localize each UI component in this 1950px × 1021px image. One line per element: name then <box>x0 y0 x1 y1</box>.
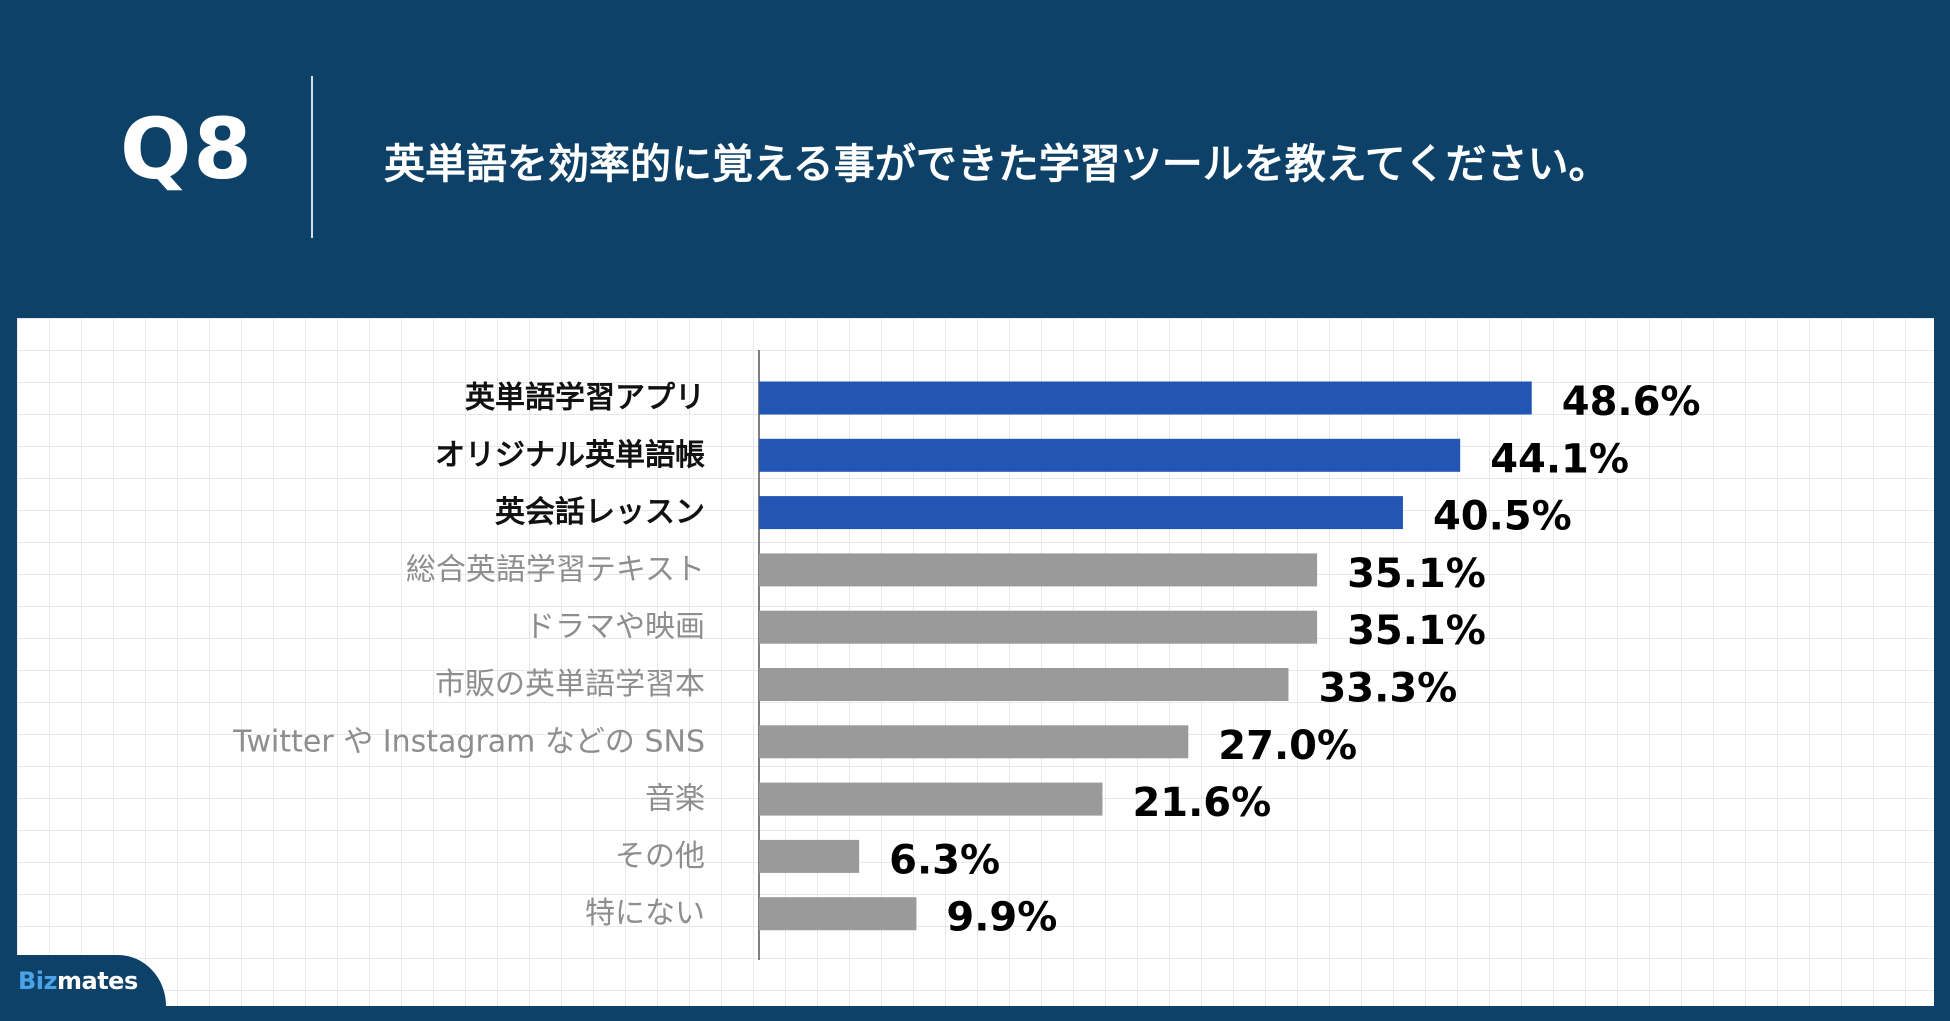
bar-chart: 英単語学習アプリ 48.6% オリジナル英単語帳 44.1% 英会話レッスン 40.5% 総… <box>232 350 1701 960</box>
bar <box>759 438 1461 472</box>
category-label: 英会話レッスン <box>495 495 705 530</box>
value-label: 44.1% <box>1490 436 1629 482</box>
bar <box>759 897 917 931</box>
bizmates-logo: Bizmates <box>0 955 166 1006</box>
value-label: 27.0% <box>1218 723 1357 769</box>
value-label: 40.5% <box>1433 494 1572 540</box>
category-label: 特にない <box>585 896 705 931</box>
header-divider <box>311 76 313 238</box>
category-label: ドラマや映画 <box>525 610 705 645</box>
bar <box>759 610 1318 644</box>
bar <box>759 839 860 873</box>
value-label: 9.9% <box>946 895 1057 941</box>
logo-text-prefix: Biz <box>18 967 58 995</box>
bar <box>759 725 1189 759</box>
category-label: 市販の英単語学習本 <box>435 667 705 702</box>
category-label: オリジナル英単語帳 <box>435 438 705 473</box>
header-banner: Q8 英単語を効率的に覚える事ができた学習ツールを教えてください。 <box>0 0 1950 318</box>
question-number: Q8 <box>120 100 254 198</box>
bar <box>759 668 1289 701</box>
category-label: 総合英語学習テキスト <box>406 552 705 587</box>
category-label: 音楽 <box>645 782 705 817</box>
bar <box>759 496 1403 530</box>
value-label: 48.6% <box>1562 379 1701 425</box>
value-label: 6.3% <box>889 837 1000 883</box>
chart-panel: 英単語学習アプリ 48.6% オリジナル英単語帳 44.1% 英会話レッスン 40.5% 総… <box>17 318 1934 1006</box>
question-text: 英単語を効率的に覚える事ができた学習ツールを教えてください。 <box>384 140 1610 188</box>
category-label: その他 <box>615 839 705 874</box>
bar <box>759 381 1532 415</box>
value-label: 35.1% <box>1347 551 1486 597</box>
value-label: 35.1% <box>1347 608 1486 654</box>
bar <box>759 553 1318 587</box>
logo-text-suffix: mates <box>57 967 138 995</box>
bar <box>759 782 1103 816</box>
value-label: 21.6% <box>1132 780 1271 826</box>
category-label: Twitter や Instagram などの SNS <box>232 724 705 759</box>
category-label: 英単語学習アプリ <box>465 381 705 416</box>
value-label: 33.3% <box>1318 666 1457 712</box>
